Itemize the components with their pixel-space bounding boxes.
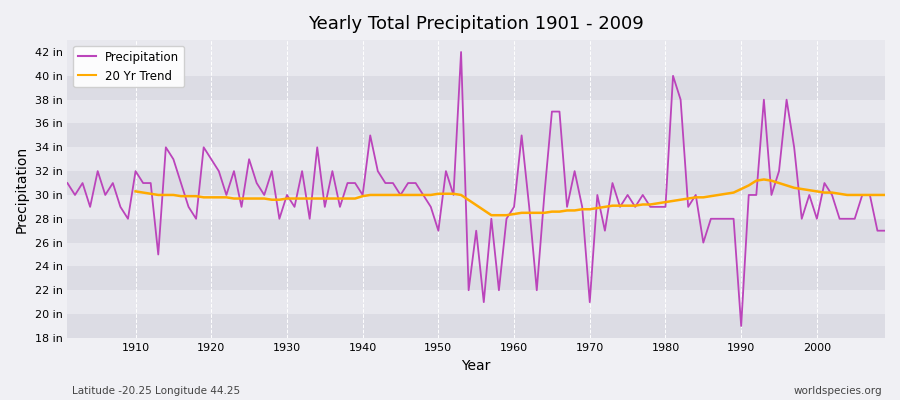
- Title: Yearly Total Precipitation 1901 - 2009: Yearly Total Precipitation 1901 - 2009: [309, 15, 644, 33]
- Legend: Precipitation, 20 Yr Trend: Precipitation, 20 Yr Trend: [73, 46, 184, 87]
- Bar: [68, 76, 885, 100]
- Bar: [68, 314, 885, 338]
- Y-axis label: Precipitation: Precipitation: [15, 146, 29, 232]
- Bar: [68, 147, 885, 171]
- Bar: [68, 242, 885, 266]
- X-axis label: Year: Year: [462, 359, 490, 373]
- Bar: [68, 219, 885, 242]
- Text: worldspecies.org: worldspecies.org: [794, 386, 882, 396]
- Bar: [68, 195, 885, 219]
- Bar: [68, 266, 885, 290]
- Bar: [68, 290, 885, 314]
- Bar: [68, 100, 885, 124]
- Bar: [68, 124, 885, 147]
- Text: Latitude -20.25 Longitude 44.25: Latitude -20.25 Longitude 44.25: [72, 386, 240, 396]
- Bar: [68, 52, 885, 76]
- Bar: [68, 171, 885, 195]
